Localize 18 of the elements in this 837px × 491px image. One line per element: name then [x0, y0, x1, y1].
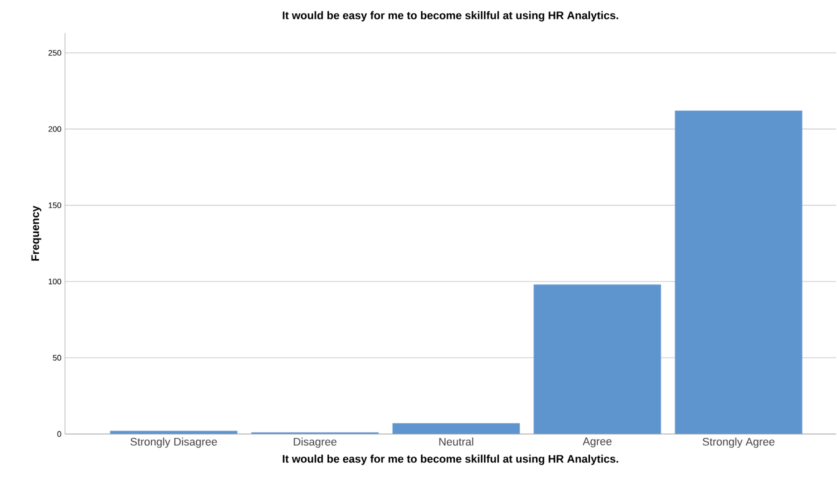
y-axis-title: Frequency [31, 206, 42, 261]
x-tick-label: Agree [582, 438, 612, 448]
bar [110, 430, 238, 434]
chart-title: It would be easy for me to become skillful at using HR Analytics. [282, 11, 618, 22]
y-tick-label: 50 [52, 354, 62, 361]
bar [534, 284, 662, 434]
bar [674, 110, 802, 434]
x-tick-label: Strongly Agree [702, 438, 774, 448]
bar [392, 423, 520, 434]
x-tick-label: Strongly Disagree [130, 438, 217, 448]
y-tick-label: 250 [48, 50, 62, 56]
y-tick-label: 150 [48, 202, 62, 208]
y-tick-label: 200 [48, 126, 62, 132]
x-axis-title: It would be easy for me to become skillful at using HR Analytics. [282, 454, 618, 465]
x-tick-label: Disagree [294, 438, 336, 448]
x-tick-label: Neutral [439, 438, 474, 446]
y-tick-label: 100 [48, 278, 62, 284]
y-tick-label: 0 [57, 431, 62, 437]
